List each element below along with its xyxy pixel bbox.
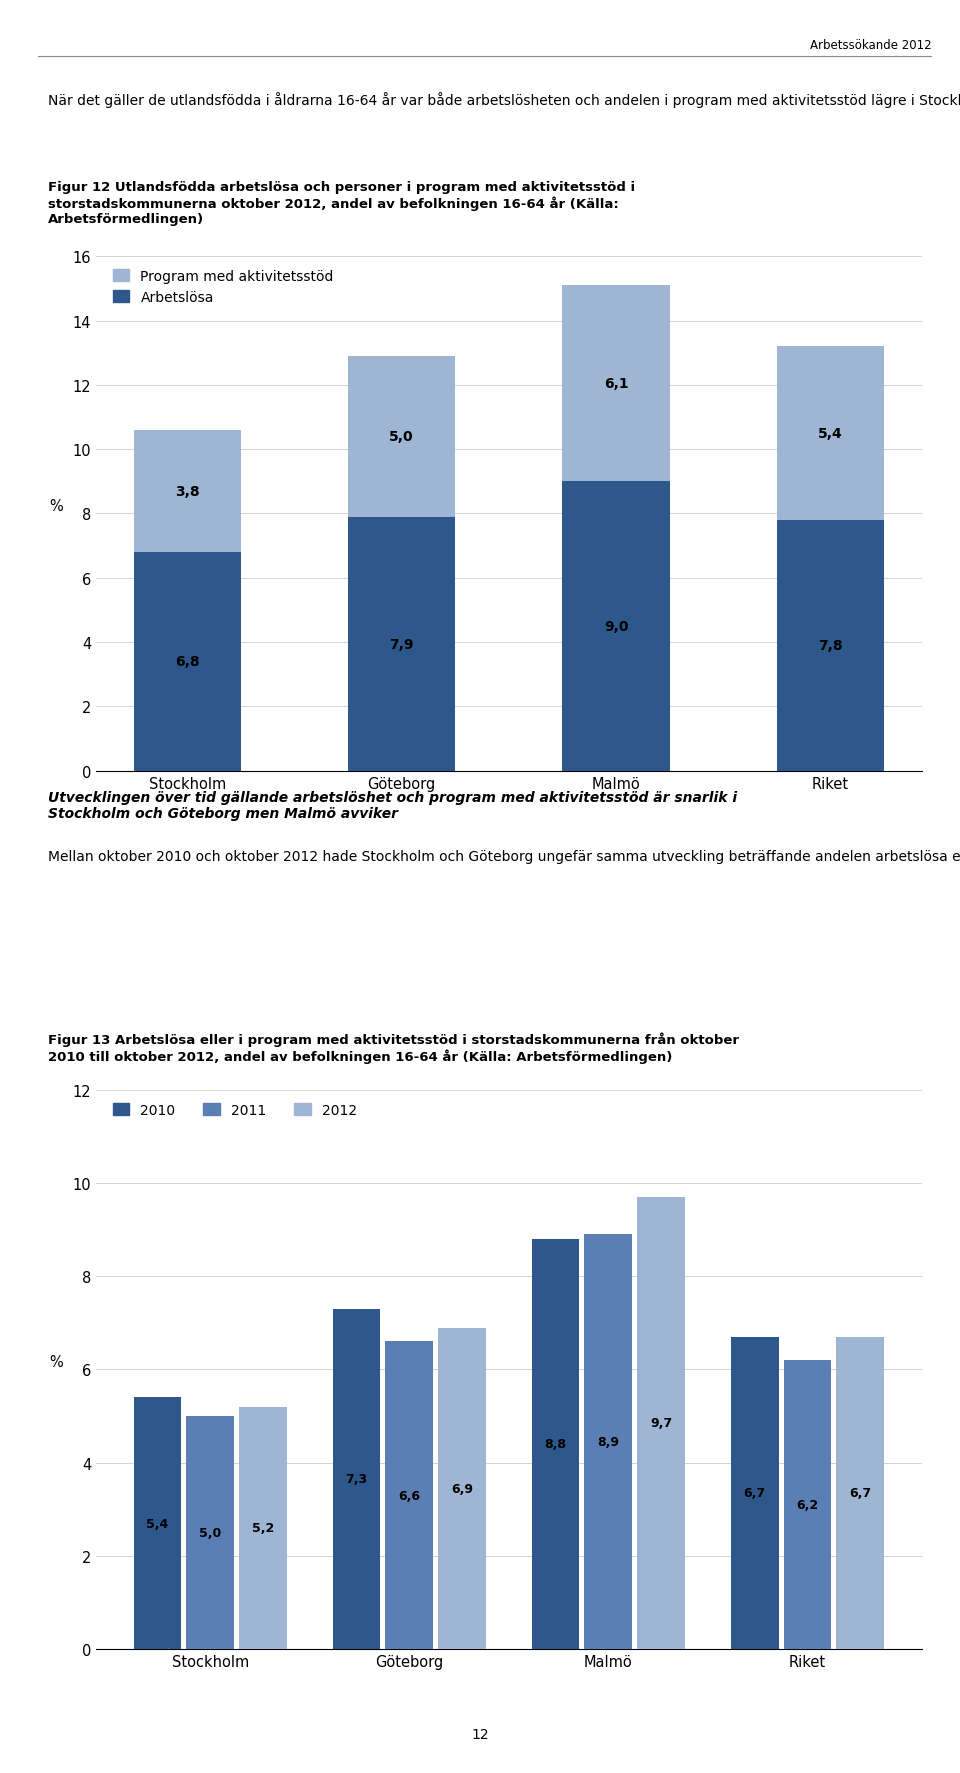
Text: 3,8: 3,8 [175,484,200,498]
Bar [532,1239,580,1649]
Text: 5,4: 5,4 [146,1516,169,1530]
Bar [186,1417,234,1649]
Text: 6,9: 6,9 [451,1482,473,1495]
Bar [438,1328,486,1649]
Text: 12: 12 [471,1727,489,1741]
Text: 7,9: 7,9 [390,637,414,651]
Bar [585,1234,633,1649]
Bar [637,1197,685,1649]
Text: 6,2: 6,2 [797,1498,819,1511]
Text: 6,8: 6,8 [175,654,200,668]
Text: 6,1: 6,1 [604,378,629,392]
Y-axis label: %: % [49,500,62,514]
Bar [133,431,241,553]
Text: Utvecklingen över tid gällande arbetslöshet och program med aktivitetsstöd är sn: Utvecklingen över tid gällande arbetslös… [48,791,737,821]
Text: 9,7: 9,7 [650,1417,672,1429]
Bar [133,1397,181,1649]
Text: 5,0: 5,0 [199,1527,222,1539]
Text: 8,9: 8,9 [597,1436,619,1449]
Bar [563,482,670,771]
Bar [133,553,241,771]
Text: 7,8: 7,8 [818,638,843,652]
Text: Arbetssökande 2012: Arbetssökande 2012 [809,39,931,51]
Bar [777,348,884,521]
Text: Figur 12 Utlandsfödda arbetslösa och personer i program med aktivitetsstöd i
sto: Figur 12 Utlandsfödda arbetslösa och per… [48,181,636,225]
Bar [836,1337,884,1649]
Text: 5,2: 5,2 [252,1521,274,1534]
Text: 6,7: 6,7 [744,1486,766,1500]
Text: 6,7: 6,7 [850,1486,872,1500]
Bar [783,1360,831,1649]
Text: Figur 13 Arbetslösa eller i program med aktivitetsstöd i storstadskommunerna frå: Figur 13 Arbetslösa eller i program med … [48,1032,739,1064]
Bar [777,521,884,771]
Text: Mellan oktober 2010 och oktober 2012 hade Stockholm och Göteborg ungefär samma u: Mellan oktober 2010 och oktober 2012 had… [48,847,960,863]
Text: När det gäller de utlandsfödda i åldrarna 16-64 år var både arbetslösheten och a: När det gäller de utlandsfödda i åldrarn… [48,92,960,108]
Bar [239,1408,287,1649]
Text: 7,3: 7,3 [346,1473,368,1486]
Text: 6,6: 6,6 [398,1489,420,1502]
Bar [385,1342,433,1649]
Text: 5,0: 5,0 [389,431,414,443]
Bar [348,356,455,518]
Bar [348,518,455,771]
Text: 5,4: 5,4 [818,427,843,441]
Legend: Program med aktivitetsstöd, Arbetslösa: Program med aktivitetsstöd, Arbetslösa [108,264,339,310]
Bar [332,1308,380,1649]
Text: 8,8: 8,8 [544,1438,566,1450]
Text: 9,0: 9,0 [604,619,628,633]
Legend: 2010, 2011, 2012: 2010, 2011, 2012 [108,1097,363,1122]
Bar [563,285,670,482]
Y-axis label: %: % [49,1355,62,1369]
Bar [731,1337,779,1649]
